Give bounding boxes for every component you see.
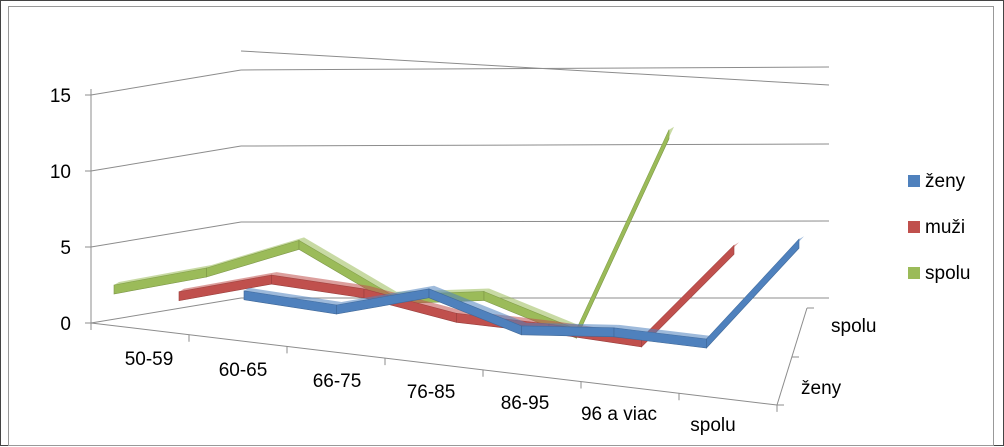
legend-swatch-ženy xyxy=(908,175,920,187)
depth-tick-label-spolu: spolu xyxy=(831,316,876,337)
gridline-left-5 xyxy=(91,222,241,247)
y-tick-label-0: 0 xyxy=(60,314,71,335)
gridline-back-5 xyxy=(241,221,829,222)
y-tick-label-10: 10 xyxy=(50,162,71,183)
x-tick-label-60-65: 60-65 xyxy=(219,360,268,381)
x-tick-label-76-85: 76-85 xyxy=(407,382,456,403)
series-spolu-segment-top-1 xyxy=(207,237,305,268)
y-tick-label-5: 5 xyxy=(60,238,71,259)
legend-swatch-muži xyxy=(908,221,920,233)
legend-item-ženy: ženy xyxy=(908,171,966,192)
legend-label-spolu: spolu xyxy=(925,263,970,284)
x-tick-label-96 a viac: 96 a viac xyxy=(581,404,657,425)
series-ribbons xyxy=(114,127,804,348)
x-tick-label-spolu: spolu xyxy=(690,415,735,436)
gridlines xyxy=(91,51,829,323)
x-axis-tick-labels: 50-59 60-65 66-75 76-85 86-95 96 a viac spolu xyxy=(125,349,736,436)
depth-axis-tick-labels: ženy spolu xyxy=(801,316,876,399)
axes xyxy=(85,89,814,412)
depth-tick-label-ženy: ženy xyxy=(801,378,842,399)
legend-item-spolu: spolu xyxy=(908,263,970,284)
y-tick-label-15: 15 xyxy=(50,86,71,107)
x-tick-label-66-75: 66-75 xyxy=(313,371,362,392)
series-spolu-segment-1 xyxy=(207,240,300,277)
series-ženy-segment-top-5 xyxy=(707,236,805,339)
legend-label-ženy: ženy xyxy=(925,171,966,192)
legend: ženy muži spolu xyxy=(908,171,970,284)
gridline-back-top xyxy=(241,51,829,85)
y-axis-tick-labels: 0 5 10 15 xyxy=(50,86,71,335)
x-tick-label-86-95: 86-95 xyxy=(501,393,550,414)
gridline-back-10 xyxy=(241,144,829,146)
legend-item-muži: muži xyxy=(908,217,965,238)
legend-swatch-spolu xyxy=(908,267,920,279)
series-spolu-segment-top-5 xyxy=(577,127,675,329)
gridline-left-15 xyxy=(91,70,241,95)
gridline-left-0 xyxy=(91,298,241,323)
series-spolu xyxy=(114,127,674,338)
legend-label-muži: muži xyxy=(925,217,965,238)
gridline-left-10 xyxy=(91,146,241,171)
x-tick-label-50-59: 50-59 xyxy=(125,349,174,370)
